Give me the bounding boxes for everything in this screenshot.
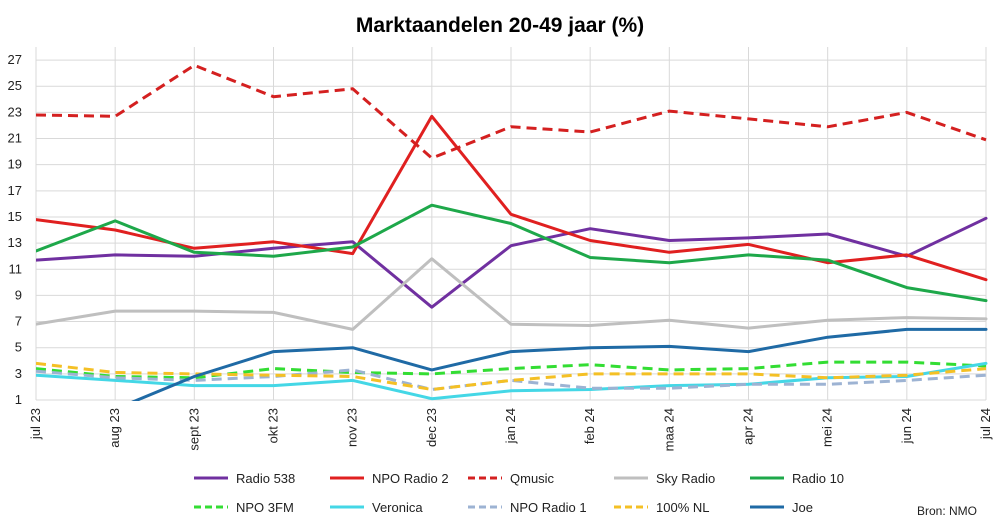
legend-label: Qmusic bbox=[510, 471, 555, 486]
series-line-qmusic bbox=[36, 63, 987, 160]
x-tick-label: feb 24 bbox=[582, 408, 597, 444]
legend-label: Radio 10 bbox=[792, 471, 844, 486]
series-line-npo-3fm bbox=[36, 360, 987, 380]
series-line-veronica bbox=[36, 361, 988, 401]
y-tick-label: 25 bbox=[8, 78, 22, 93]
legend: Radio 538 NPO Radio 2 Qmusic Sky Radio Radio… bbox=[194, 471, 844, 515]
series-line-joe bbox=[131, 327, 988, 401]
y-tick-label: 17 bbox=[8, 183, 22, 198]
x-tick-label: jan 24 bbox=[503, 408, 518, 444]
legend-item: Qmusic bbox=[468, 471, 555, 486]
x-tick-label: nov 23 bbox=[345, 408, 360, 447]
series-line-radio-538 bbox=[36, 216, 988, 309]
x-tick-label: mei 24 bbox=[820, 408, 835, 447]
y-tick-label: 21 bbox=[8, 131, 22, 146]
legend-item: NPO Radio 2 bbox=[330, 471, 449, 486]
y-tick-label: 5 bbox=[15, 340, 22, 355]
source-note: Bron: NMO bbox=[917, 504, 977, 518]
y-tick-label: 1 bbox=[15, 392, 22, 407]
x-tick-label: apr 24 bbox=[741, 408, 756, 445]
legend-label: NPO 3FM bbox=[236, 500, 294, 515]
y-tick-label: 9 bbox=[15, 287, 22, 302]
x-tick-label: jul 24 bbox=[978, 408, 993, 440]
legend-label: Radio 538 bbox=[236, 471, 295, 486]
legend-item: Veronica bbox=[330, 500, 423, 515]
legend-item: NPO 3FM bbox=[194, 500, 294, 515]
y-tick-label: 3 bbox=[15, 366, 22, 381]
x-tick-label: okt 23 bbox=[266, 408, 281, 443]
y-tick-label: 15 bbox=[8, 209, 22, 224]
series-layer bbox=[36, 63, 988, 401]
legend-item: Radio 538 bbox=[194, 471, 295, 486]
legend-label: Sky Radio bbox=[656, 471, 715, 486]
legend-label: NPO Radio 2 bbox=[372, 471, 449, 486]
legend-item: Radio 10 bbox=[750, 471, 844, 486]
x-tick-label: maa 24 bbox=[661, 408, 676, 451]
y-tick-label: 19 bbox=[8, 157, 22, 172]
legend-label: Veronica bbox=[372, 500, 423, 515]
legend-label: Joe bbox=[792, 500, 813, 515]
grid-layer bbox=[35, 47, 987, 401]
x-tick-label: sept 23 bbox=[186, 408, 201, 451]
legend-item: NPO Radio 1 bbox=[468, 500, 587, 515]
legend-item: Sky Radio bbox=[614, 471, 715, 486]
x-tick-label: aug 23 bbox=[107, 408, 122, 448]
y-tick-label: 23 bbox=[8, 104, 22, 119]
series-line-sky-radio bbox=[36, 257, 988, 331]
x-tick-label: jun 24 bbox=[899, 408, 914, 444]
chart-title: Marktaandelen 20-49 jaar (%) bbox=[356, 14, 644, 37]
y-tick-label: 11 bbox=[9, 261, 23, 276]
y-tick-label: 7 bbox=[15, 314, 22, 329]
x-tick-label: dec 23 bbox=[424, 408, 439, 447]
series-line-npo-radio-2 bbox=[36, 114, 988, 282]
legend-item: 100% NL bbox=[614, 500, 709, 515]
legend-item: Joe bbox=[750, 500, 813, 515]
y-tick-label: 13 bbox=[8, 235, 22, 250]
legend-label: 100% NL bbox=[656, 500, 709, 515]
series-line-radio-10 bbox=[36, 203, 988, 303]
y-tick-label: 27 bbox=[8, 52, 22, 67]
x-tick-label: jul 23 bbox=[28, 408, 43, 440]
legend-label: NPO Radio 1 bbox=[510, 500, 587, 515]
